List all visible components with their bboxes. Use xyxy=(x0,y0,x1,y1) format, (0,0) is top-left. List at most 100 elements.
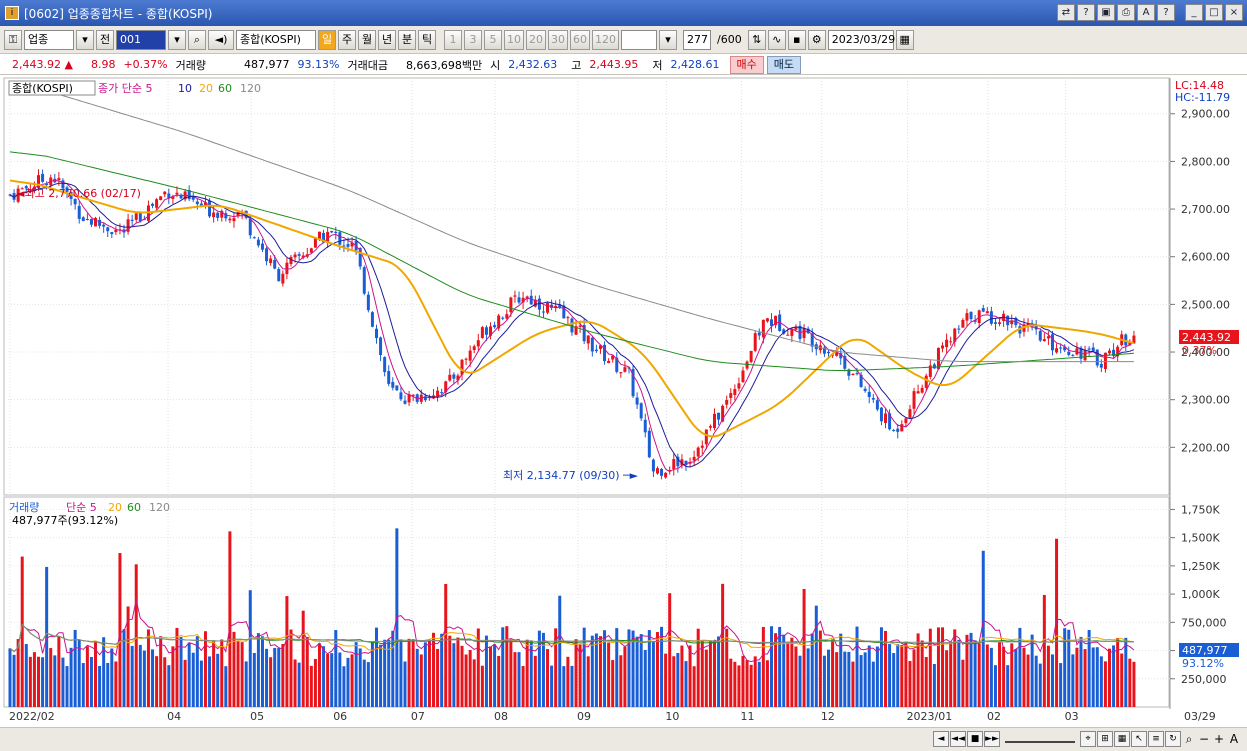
volume-bar xyxy=(167,665,171,707)
up-arrow-icon: ▲ xyxy=(60,58,73,71)
crosshair-icon[interactable]: ⌖ xyxy=(1080,731,1096,747)
candle-body xyxy=(370,312,374,327)
chart-type-icon[interactable]: ∿ xyxy=(767,29,786,50)
count-input[interactable]: 277 xyxy=(683,29,711,50)
search-icon[interactable]: ⌕ xyxy=(188,29,206,50)
candle-body xyxy=(403,400,407,404)
candle-body xyxy=(464,358,468,360)
volume-bar xyxy=(1063,628,1067,707)
interval-5[interactable]: 5 xyxy=(484,29,502,50)
question-icon[interactable]: ? xyxy=(1157,4,1175,21)
save-icon[interactable]: ▪ xyxy=(787,29,806,50)
speaker-icon[interactable]: ◄) xyxy=(208,29,234,50)
scroll-left-icon[interactable]: ◄ xyxy=(933,731,949,747)
interval-20[interactable]: 20 xyxy=(526,29,546,50)
volume-bar xyxy=(871,661,875,707)
time-tick-label: 06 xyxy=(333,710,347,723)
volume-bar xyxy=(749,664,753,707)
interval-3[interactable]: 3 xyxy=(464,29,482,50)
candle-body xyxy=(134,213,138,220)
volume-bar xyxy=(248,590,252,707)
candle-body xyxy=(908,409,912,418)
minimize-button[interactable]: _ xyxy=(1185,4,1203,21)
volume-bar xyxy=(1079,636,1083,707)
maximize-button[interactable]: □ xyxy=(1205,4,1223,21)
date-input[interactable]: 2023/03/29 xyxy=(827,29,895,50)
link-icon[interactable]: ⇄ xyxy=(1057,4,1075,21)
chevron-down-icon[interactable]: ▾ xyxy=(659,29,677,50)
zoom-icon[interactable]: ⌕ xyxy=(1185,732,1193,746)
help-icon[interactable]: ? xyxy=(1077,4,1095,21)
list-icon[interactable]: ≡ xyxy=(1148,731,1164,747)
volume-bar xyxy=(61,657,65,707)
reset-icon[interactable]: ↻ xyxy=(1165,731,1181,747)
zoom-slider[interactable] xyxy=(1005,735,1075,743)
candle-body xyxy=(761,319,765,338)
volume-bar xyxy=(28,656,32,707)
gear-icon[interactable]: ⚙ xyxy=(807,29,826,50)
zoom-in-icon[interactable]: + xyxy=(1213,732,1225,746)
volume-bar xyxy=(969,632,973,707)
volume-bar xyxy=(700,641,704,707)
candle-body xyxy=(928,365,932,377)
interval-1[interactable]: 1 xyxy=(444,29,462,50)
candle-body xyxy=(517,297,521,303)
volume-bar xyxy=(696,628,700,707)
chart-area[interactable]: 2,900.00 2,800.00 2,700.00 2,600.00 2,500.00… xyxy=(0,76,1247,727)
zoom-out-icon[interactable]: − xyxy=(1198,732,1210,746)
stop-icon[interactable]: ■ xyxy=(967,731,983,747)
candle-body xyxy=(175,192,179,195)
candle-body xyxy=(867,391,871,398)
scroll-first-icon[interactable]: ◄◄ xyxy=(950,731,966,747)
save-icon[interactable]: ▣ xyxy=(1097,4,1115,21)
interval-60[interactable]: 60 xyxy=(570,29,590,50)
low-annotation: 최저 2,134.77 (09/30) ─► xyxy=(503,469,639,482)
print-icon[interactable]: ⎙ xyxy=(1117,4,1135,21)
table-icon[interactable]: ▦ xyxy=(1114,731,1130,747)
candle-body xyxy=(586,335,590,344)
window-titlebar: i [0602] 업종종합차트 - 종합(KOSPI) ⇄ ? ▣ ⎙ A ? … xyxy=(0,0,1247,26)
period-day[interactable]: 일 xyxy=(318,29,336,50)
font-size-icon[interactable]: A xyxy=(1229,732,1239,746)
candle-body xyxy=(765,318,769,322)
scroll-last-icon[interactable]: ►► xyxy=(984,731,1000,747)
candle-body xyxy=(875,400,879,410)
font-icon[interactable]: A xyxy=(1137,4,1155,21)
period-week[interactable]: 주 xyxy=(338,29,356,50)
volume-bar xyxy=(399,639,403,707)
candle-body xyxy=(1083,350,1087,361)
interval-custom-input[interactable] xyxy=(621,29,657,50)
interval-120[interactable]: 120 xyxy=(592,29,619,50)
candle-body xyxy=(1042,339,1046,342)
chevron-down-icon[interactable]: ▾ xyxy=(76,29,94,50)
code-input[interactable]: 001 xyxy=(116,29,166,50)
interval-10[interactable]: 10 xyxy=(504,29,524,50)
volume-bar xyxy=(484,635,488,707)
volume-bar xyxy=(354,642,358,707)
candle-body xyxy=(692,456,696,461)
interval-30[interactable]: 30 xyxy=(548,29,568,50)
candle-body xyxy=(741,370,745,383)
cursor-icon[interactable]: ↖ xyxy=(1131,731,1147,747)
prev-button[interactable]: 전 xyxy=(96,29,114,50)
candle-body xyxy=(847,369,851,376)
time-tick-label: 03 xyxy=(1065,710,1079,723)
candle-body xyxy=(277,269,281,282)
period-month[interactable]: 월 xyxy=(358,29,376,50)
chevron-down-icon[interactable]: ▾ xyxy=(168,29,186,50)
market-select[interactable]: 업종 xyxy=(24,29,74,50)
volume-bar xyxy=(163,657,167,707)
buy-button[interactable]: 매수 xyxy=(729,55,764,74)
lock-icon[interactable]: ⚿ xyxy=(4,29,22,50)
candle-body xyxy=(199,203,203,207)
calendar-icon[interactable]: ▦ xyxy=(895,29,914,50)
sell-button[interactable]: 매도 xyxy=(766,55,801,74)
split-icon[interactable]: ⊞ xyxy=(1097,731,1113,747)
close-button[interactable]: × xyxy=(1225,4,1243,21)
candle-body xyxy=(236,212,240,217)
period-tick[interactable]: 틱 xyxy=(418,29,436,50)
period-minute[interactable]: 분 xyxy=(398,29,416,50)
period-year[interactable]: 년 xyxy=(378,29,396,50)
volume-bar xyxy=(187,642,191,707)
compare-icon[interactable]: ⇅ xyxy=(747,29,766,50)
